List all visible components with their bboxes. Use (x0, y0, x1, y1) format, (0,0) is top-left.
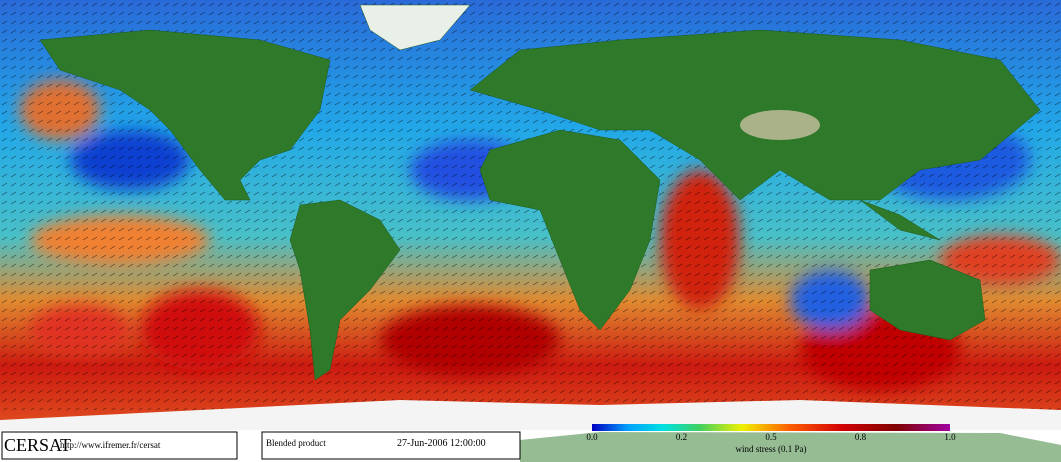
date: 27-Jun-2006 12:00:00 (397, 438, 486, 449)
colorbar (592, 424, 950, 431)
colorbar-tick-label: 0.0 (586, 432, 598, 442)
logo: CERSAT (4, 435, 71, 455)
colorbar-label: wind stress (0.1 Pa) (736, 444, 807, 454)
colorbar-tick-label: 1.0 (944, 432, 956, 442)
antarctica (0, 400, 1061, 430)
colorbar-ticks: 0.0 0.2 0.5 0.8 1.0 (586, 432, 956, 442)
logo-box (1, 431, 238, 460)
antarctic-strip (520, 432, 1061, 462)
product: Blended product (266, 438, 326, 448)
continents (39, 4, 1041, 381)
url: http://www.ifremer.fr/cersat (60, 440, 161, 450)
colorbar-tick-label: 0.5 (765, 432, 777, 442)
info-box (261, 431, 521, 460)
plateau (740, 110, 820, 140)
colorbar-tick-label: 0.2 (676, 432, 687, 442)
colorbar-tick-label: 0.8 (855, 432, 867, 442)
